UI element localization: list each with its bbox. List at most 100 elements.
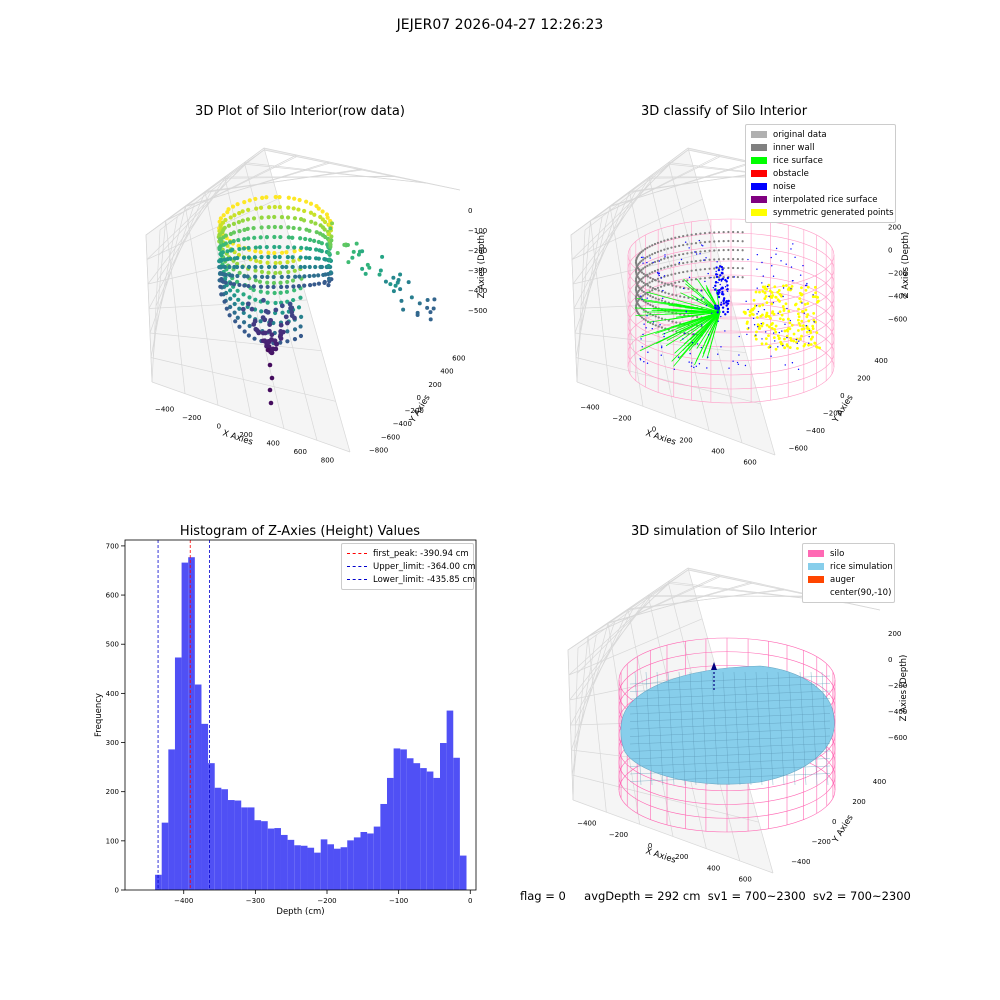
data-point [253,274,258,279]
plot1-z-tick: −300 [468,267,487,275]
data-point [272,250,277,256]
data-point [247,295,252,300]
legend-item: auger [808,573,889,586]
wall-point [638,270,642,273]
data-point [232,213,237,218]
data-point [261,297,266,303]
data-point [278,280,283,285]
data-point [322,227,327,232]
data-point [237,324,242,329]
data-point [259,215,264,220]
legend-item: rice simulation [808,560,893,573]
plot4-z-tick: 0 [888,656,892,664]
data-point [218,216,223,221]
data-point [286,225,291,230]
wall-point [640,289,644,292]
plot2-title: 3D classify of Silo Interior [640,104,808,119]
wall-point [651,244,654,247]
data-point [309,219,314,224]
status-sv1: sv1 = 700~2300 [707,889,806,903]
plot1-z-tick: −200 [468,247,487,255]
wall-point [659,285,663,288]
plot2-z-tick: −600 [888,316,907,324]
data-point [260,315,266,321]
plot1-x-tick: −400 [155,405,174,413]
data-point [316,281,322,286]
data-point [277,205,282,210]
data-point [272,234,277,240]
data-point [292,327,298,332]
legend-item: silo [808,547,889,560]
wall-point [664,291,667,294]
plot1-x-tick: 600 [294,448,307,456]
data-point [237,211,242,216]
wall-point [651,289,654,292]
legend-label: noise [773,181,796,192]
data-point [431,306,436,311]
wall-point [640,271,644,274]
data-point [289,309,295,315]
wall-point [642,299,645,302]
data-point [298,255,303,260]
plot3-title: Histogram of Z-Axies (Height) Values [179,524,421,539]
data-point [231,239,236,244]
wall-point [653,260,657,264]
wall-point [640,316,644,319]
data-point [223,233,228,238]
plot2-x-tick: 400 [711,448,724,456]
wall-point [644,248,647,251]
data-point [226,207,231,212]
data-point [264,195,269,200]
legend-line [347,566,367,567]
wall-point [646,255,649,258]
data-point [219,264,224,270]
data-point [289,313,295,319]
wall-point [644,266,647,269]
legend-line [347,579,367,580]
data-point [313,247,319,252]
data-point [277,195,282,200]
data-point [245,226,250,232]
data-point [217,219,222,224]
wall-point [656,286,660,289]
status-avg-depth: avgDepth = 292 cm [584,889,701,903]
wall-point [653,287,657,291]
data-point [284,320,290,326]
data-point [286,274,291,279]
data-point [218,284,223,289]
data-point [236,243,241,248]
data-point [322,219,328,225]
data-point [253,245,258,250]
plot1-y-tick: 200 [428,381,441,389]
data-point [425,305,430,310]
data-point [360,266,365,271]
data-point [307,237,313,242]
wall-point [648,281,651,284]
data-point [311,273,317,278]
data-point [251,287,256,293]
data-point [253,278,258,283]
wall-point [674,272,677,275]
data-point [242,199,247,205]
data-point [235,255,240,261]
data-point [265,274,270,280]
floor-pane [146,148,350,452]
legend-item: first_peak: -390.94 cm [347,547,469,560]
legend-label: original data [773,129,827,140]
data-point [235,279,240,284]
legend-swatch [751,170,767,177]
data-point [326,231,331,237]
data-point [241,310,246,316]
data-point [266,215,271,220]
data-point [237,270,242,275]
status-sv2: sv2 = 700~2300 [812,889,911,903]
wall-point [649,285,652,288]
data-point [242,227,247,233]
data-point [265,347,271,353]
wall-point [675,285,678,288]
wall-point [687,287,690,290]
data-point [283,314,289,320]
data-point [287,301,293,307]
data-point [292,249,297,254]
data-point [240,306,246,312]
